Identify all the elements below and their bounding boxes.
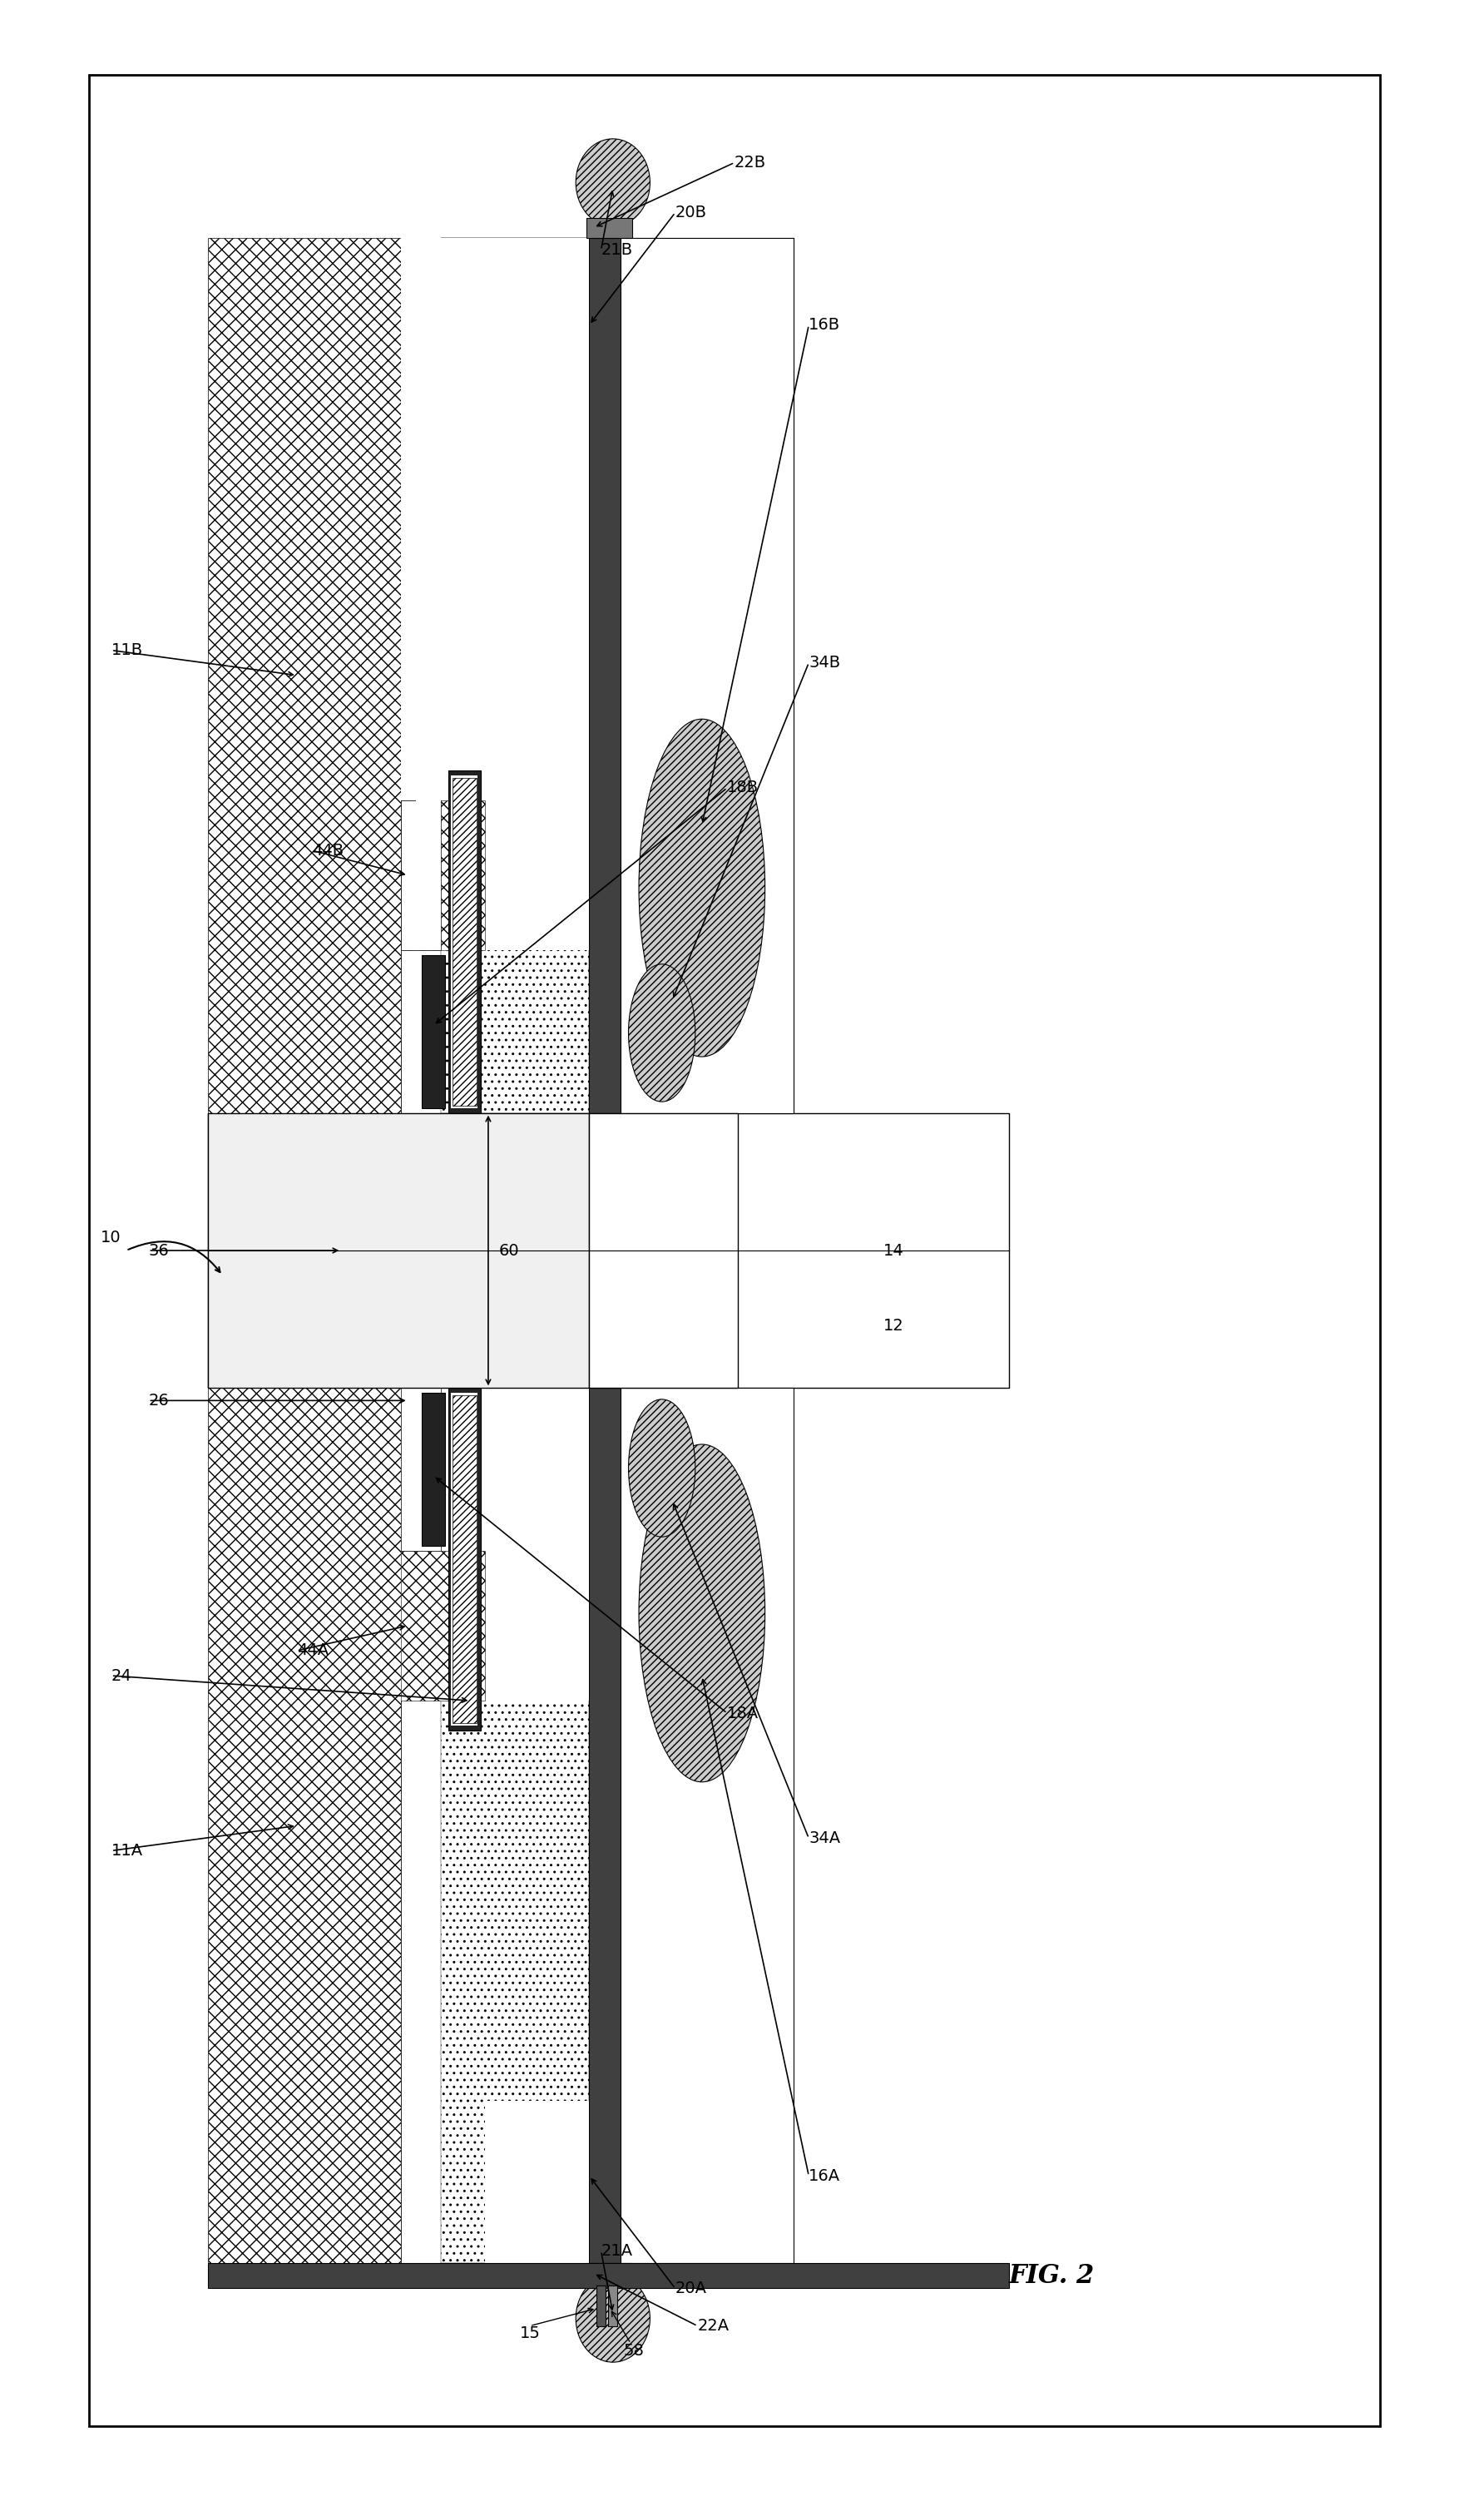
Bar	[500, 813, 589, 950]
Bar	[401, 238, 441, 1113]
Bar	[453, 778, 476, 1105]
Bar	[401, 238, 589, 813]
Text: 44B: 44B	[312, 843, 343, 858]
Bar	[441, 238, 589, 1113]
Bar	[401, 238, 589, 800]
Ellipse shape	[576, 2276, 650, 2361]
Bar	[421, 955, 445, 1108]
Bar	[208, 238, 401, 1113]
Bar	[451, 775, 478, 1108]
Bar	[401, 1388, 589, 1701]
Ellipse shape	[638, 720, 766, 1058]
Text: 20B: 20B	[675, 205, 706, 220]
Bar	[448, 1388, 481, 1731]
Bar	[401, 1388, 441, 1551]
Bar	[208, 2263, 1009, 2288]
Text: 34A: 34A	[809, 1831, 840, 1846]
Text: 58: 58	[623, 2343, 644, 2358]
Ellipse shape	[629, 1401, 695, 1536]
Bar	[586, 218, 632, 238]
Bar	[620, 238, 794, 1113]
Ellipse shape	[638, 1446, 766, 1781]
Bar	[441, 238, 589, 1113]
Bar	[208, 1388, 620, 2263]
Text: 15: 15	[519, 2326, 540, 2341]
Bar	[401, 800, 485, 950]
Text: FIG. 2: FIG. 2	[1009, 2263, 1095, 2288]
Bar	[441, 1388, 589, 2263]
Bar	[401, 1388, 441, 2263]
Ellipse shape	[629, 965, 695, 1100]
Bar	[208, 238, 589, 825]
Bar	[208, 1388, 401, 2263]
Bar	[589, 1388, 620, 2263]
Text: 24: 24	[111, 1668, 132, 1683]
Text: 20A: 20A	[675, 2281, 706, 2296]
Text: 11B: 11B	[111, 643, 142, 658]
Bar	[453, 1396, 476, 1723]
Text: 22A: 22A	[697, 2318, 729, 2333]
Text: 14: 14	[883, 1243, 904, 1258]
Bar	[208, 1113, 589, 1388]
Bar	[597, 2286, 605, 2326]
Bar	[208, 238, 620, 1113]
Text: 26: 26	[148, 1393, 169, 1408]
Text: 16A: 16A	[809, 2168, 840, 2183]
Bar	[589, 218, 628, 238]
Bar	[485, 800, 589, 950]
Text: 12: 12	[883, 1318, 904, 1333]
Bar	[620, 238, 794, 1113]
Text: 21A: 21A	[601, 2243, 632, 2258]
Bar	[485, 2101, 589, 2263]
Text: 34B: 34B	[809, 655, 840, 670]
Bar	[451, 1393, 478, 1726]
Bar	[89, 75, 1380, 2426]
Bar	[608, 2286, 617, 2326]
Bar	[500, 813, 589, 950]
Text: 18B: 18B	[727, 780, 758, 795]
Bar	[208, 1113, 589, 1388]
Bar	[401, 950, 500, 1113]
Text: 60: 60	[499, 1243, 519, 1258]
Text: 22B: 22B	[735, 155, 766, 170]
Bar	[589, 1113, 1009, 1388]
Bar	[401, 800, 441, 950]
Bar	[586, 2263, 632, 2283]
Bar	[589, 238, 620, 1113]
Bar	[421, 1393, 445, 1546]
Bar	[620, 238, 794, 1113]
Text: 16B: 16B	[809, 318, 840, 333]
Text: 44A: 44A	[297, 1643, 328, 1658]
Bar	[208, 238, 401, 1113]
Bar	[589, 1113, 738, 1388]
Text: 21B: 21B	[601, 243, 632, 258]
Bar	[620, 1388, 794, 2263]
Text: 10: 10	[101, 1230, 122, 1245]
Bar	[448, 770, 481, 1113]
Bar	[416, 800, 441, 950]
Bar	[401, 1551, 485, 1701]
Bar	[401, 238, 441, 1113]
Bar	[441, 813, 500, 1113]
Text: 18A: 18A	[727, 1706, 758, 1721]
Ellipse shape	[576, 138, 650, 228]
Text: 36: 36	[148, 1243, 169, 1258]
Bar	[620, 1388, 794, 2263]
Text: 11A: 11A	[111, 1843, 142, 1858]
Bar	[589, 238, 620, 1113]
